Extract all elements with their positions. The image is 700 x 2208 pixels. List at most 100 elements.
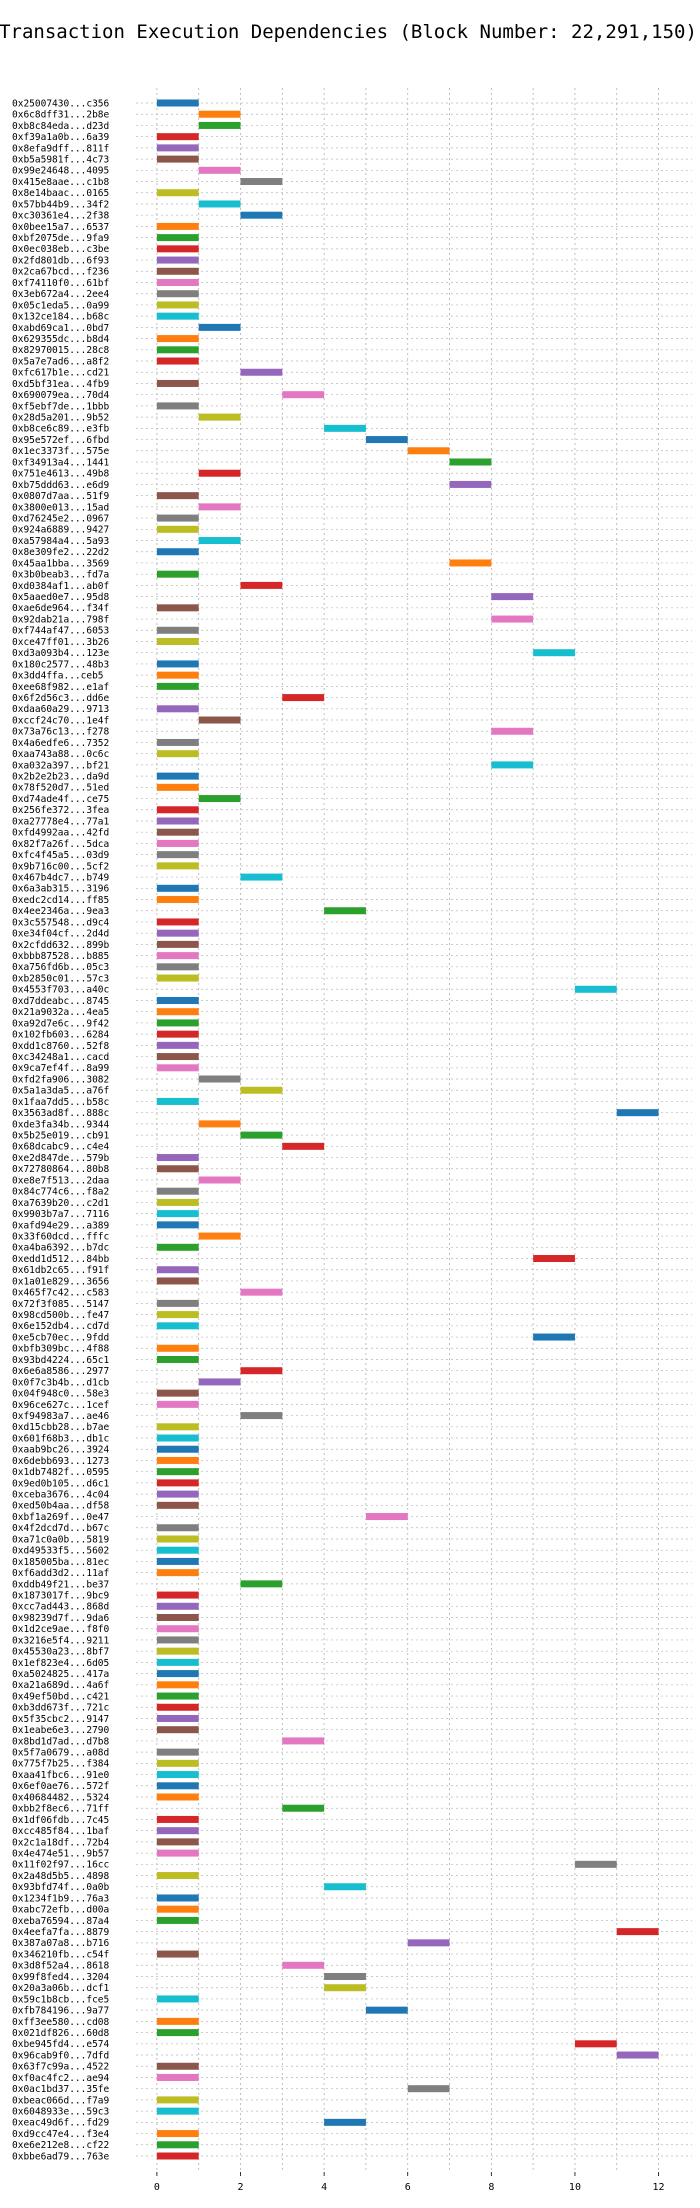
transaction-label: 0xbe945fd4...e574 [12, 2039, 110, 2050]
transaction-label: 0xdaa60a29...9713 [12, 704, 109, 715]
transaction-label: 0x0bee15a7...6537 [12, 222, 109, 233]
transaction-label: 0x04f948c0...58e3 [12, 1389, 109, 1400]
transaction-label: 0x0807d7aa...51f9 [12, 491, 110, 502]
transaction-label: 0xd5bf31ea...4fb9 [12, 379, 110, 390]
transaction-label: 0x1eabe6e3...2790 [12, 1725, 110, 1736]
transaction-label: 0x25007430...c356 [12, 98, 110, 109]
transaction-bar [240, 581, 283, 589]
transaction-label: 0x1234f1b9...76a3 [12, 1893, 109, 1904]
transaction-bar [156, 1524, 199, 1532]
transaction-label: 0xd3a093b4...123e [12, 648, 110, 659]
transaction-label: 0x4e474e51...9b57 [12, 1848, 109, 1859]
transaction-bar [156, 335, 199, 343]
transaction-label: 0x185005ba...81ec [12, 1557, 109, 1568]
transaction-bar [156, 1097, 199, 1105]
transaction-label: 0x2a48d5b5...4898 [12, 1871, 110, 1882]
transaction-bar [156, 2152, 199, 2160]
transaction-label: 0xd9cc47e4...f3e4 [12, 2129, 110, 2140]
transaction-bar [324, 1883, 366, 1891]
transaction-bar [198, 166, 241, 174]
transaction-bar [156, 1625, 199, 1633]
transaction-label: 0xc34248a1...cacd [12, 1052, 109, 1063]
transaction-bar [533, 1255, 575, 1263]
transaction-bar [156, 839, 199, 847]
transaction-label: 0x6ef0ae76...572f [12, 1781, 109, 1792]
transaction-label: 0x4eefa7fa...8879 [12, 1927, 110, 1938]
transaction-label: 0x9b716c00...5cf2 [12, 861, 109, 872]
transaction-label: 0x6c8dff31...2b8e [12, 110, 110, 121]
transaction-bar [491, 593, 534, 601]
transaction-label: 0xa21a689d...4a6f [12, 1680, 109, 1691]
transaction-bar [156, 1838, 199, 1846]
transaction-label: 0xf34913a4...1441 [12, 457, 110, 468]
transaction-label: 0x6048933e...59c3 [12, 2107, 109, 2118]
transaction-bar [156, 1322, 199, 1330]
transaction-bar [156, 1434, 199, 1442]
transaction-label: 0xde3fa34b...9344 [12, 1119, 110, 1130]
transaction-label: 0x3eb672a4...2ee4 [12, 289, 110, 300]
transaction-bar [240, 1412, 283, 1420]
transaction-bar [156, 1827, 199, 1835]
transaction-bar [574, 1860, 617, 1868]
transaction-bar [156, 570, 199, 578]
transaction-label: 0xd7ddeabc...8745 [12, 996, 109, 1007]
transaction-label: 0x21a9032a...4ea5 [12, 1007, 109, 1018]
bars-layer [156, 99, 659, 2160]
transaction-bar [156, 637, 199, 645]
transaction-label: 0xf5ebf7de...1bbb [12, 401, 110, 412]
transaction-bar [282, 694, 325, 702]
transaction-bar [156, 1658, 199, 1666]
transaction-label: 0x0ec038eb...c3be [12, 244, 110, 255]
transaction-bar [156, 626, 199, 634]
transaction-label: 0x99e24648...4095 [12, 166, 109, 177]
transaction-label: 0xbeac066d...f7a9 [12, 2095, 110, 2106]
transaction-bar [240, 1086, 283, 1094]
transaction-bar [156, 1445, 199, 1453]
transaction-bar [156, 1064, 199, 1072]
transaction-label: 0x387a07a8...b716 [12, 1938, 110, 1949]
transaction-bar [156, 1681, 199, 1689]
transaction-label: 0x775f7b25...f384 [12, 1759, 110, 1770]
transaction-label: 0x72780864...80b8 [12, 1164, 110, 1175]
transaction-bar [616, 1928, 659, 1936]
transaction-bar [156, 525, 199, 533]
transaction-label: 0x68dcabc9...c4e4 [12, 1142, 110, 1153]
transaction-label: 0xccf24c70...1e4f [12, 715, 109, 726]
transaction-bar [282, 1142, 325, 1150]
transaction-bar [156, 1311, 199, 1319]
transaction-label: 0x96ce627c...1cef [12, 1400, 109, 1411]
transaction-bar [198, 1378, 241, 1386]
transaction-bar [156, 1030, 199, 1038]
transaction-bar [156, 1344, 199, 1352]
transaction-label: 0x102fb603...6284 [12, 1030, 110, 1041]
transaction-label: 0xdd1c8760...52f8 [12, 1041, 110, 1052]
transaction-label: 0xbf1a269f...0e47 [12, 1512, 109, 1523]
transaction-label: 0x63f7c99a...4522 [12, 2062, 109, 2073]
transaction-bar [156, 2029, 199, 2037]
transaction-label: 0x924a6889...9427 [12, 525, 109, 536]
transaction-label: 0x5f35cbc2...9147 [12, 1714, 109, 1725]
transaction-label: 0x98cd500b...fe47 [12, 1310, 109, 1321]
transaction-bar [491, 761, 534, 769]
transaction-label: 0xeac49d6f...fd29 [12, 2118, 110, 2129]
transaction-label: 0x3dd4ffa...ceb5 [12, 671, 104, 682]
transaction-bar [156, 1165, 199, 1173]
transaction-label: 0x96cab9f0...7dfd [12, 2050, 109, 2061]
transaction-label: 0xf744af47...6053 [12, 626, 109, 637]
transaction-label: 0x1ec3373f...575e [12, 446, 110, 457]
transaction-bar [156, 1535, 199, 1543]
transaction-label: 0xedd1d512...84bb [12, 1254, 110, 1265]
transaction-label: 0x93bfd74f...0a0b [12, 1882, 110, 1893]
transaction-label: 0x57bb44b9...34f2 [12, 199, 109, 210]
transaction-bar [240, 1131, 283, 1139]
transaction-label: 0x021df826...60d8 [12, 2028, 110, 2039]
transaction-bar [156, 660, 199, 668]
transaction-bar [156, 2062, 199, 2070]
transaction-bar [156, 492, 199, 500]
transaction-label: 0x180c2577...48b3 [12, 659, 109, 670]
transaction-label: 0x6debb693...1273 [12, 1456, 109, 1467]
transaction-label: 0x0ac1bd37...35fe [12, 2084, 110, 2095]
transaction-bar [156, 896, 199, 904]
transaction-bar [449, 458, 492, 466]
